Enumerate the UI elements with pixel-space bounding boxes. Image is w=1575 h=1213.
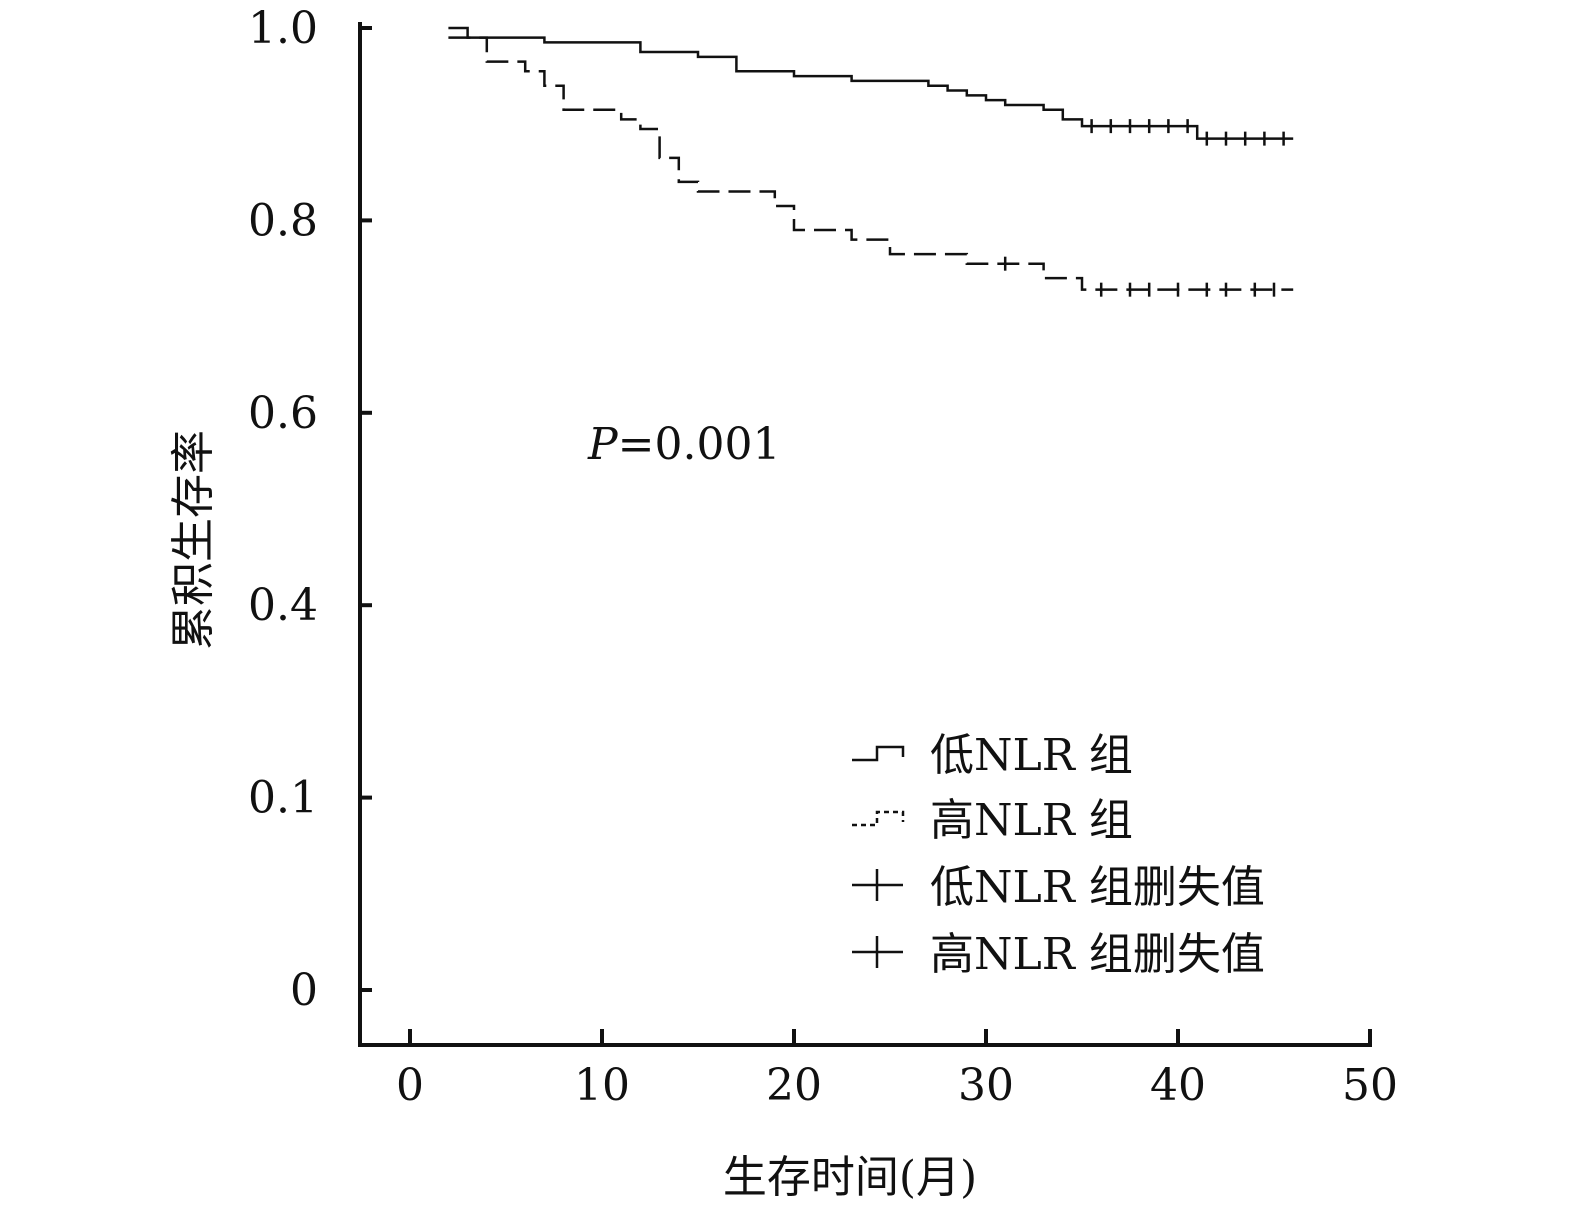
- legend-label: 低NLR 组: [930, 730, 1133, 781]
- p-value-text: =0.001: [618, 419, 781, 470]
- legend-item-high-nlr: 高NLR 组: [852, 795, 1133, 846]
- legend-symbol-plus: [852, 869, 903, 901]
- axes: [358, 22, 1372, 1047]
- y-tick-label: 0.8: [248, 195, 318, 246]
- legend-label: 高NLR 组: [930, 795, 1133, 846]
- x-axis-label: 生存时间(月): [723, 1152, 977, 1203]
- series-layer: [448, 26, 1294, 291]
- y-tick-label: 0.4: [248, 580, 318, 631]
- x-tick-label: 20: [766, 1060, 822, 1111]
- p-value-annotation: P=0.001: [587, 419, 780, 470]
- legend-symbol-plus: [852, 936, 903, 968]
- legend-item-low-nlr: 低NLR 组: [852, 730, 1133, 781]
- x-tick-label: 10: [574, 1060, 630, 1111]
- y-tick-label: 0.6: [248, 388, 318, 439]
- legend-item-low-nlr-censored: 低NLR 组删失值: [852, 862, 1265, 913]
- x-tick-label: 0: [396, 1060, 424, 1111]
- axis-ticks: 0 10 20 30 40 50 0 0.1 0.4 0.6 0.8 1.0: [248, 3, 1398, 1111]
- legend-symbol-step-dashed: [852, 810, 905, 827]
- y-tick-label: 0.1: [248, 773, 318, 824]
- x-tick-label: 40: [1150, 1060, 1206, 1111]
- p-value-symbol: P: [587, 419, 619, 470]
- x-tick-label: 30: [958, 1060, 1014, 1111]
- series-line-low-nlr: [448, 26, 1294, 140]
- y-axis-label: 累积生存率: [168, 430, 219, 650]
- legend-item-high-nlr-censored: 高NLR 组删失值: [852, 929, 1265, 980]
- y-tick-label: 0: [290, 965, 318, 1016]
- legend-label: 低NLR 组删失值: [930, 862, 1265, 913]
- censor-layer: [1003, 119, 1285, 297]
- x-tick-label: 50: [1342, 1060, 1398, 1111]
- legend-label: 高NLR 组删失值: [930, 929, 1265, 980]
- series-line-high-nlr: [448, 36, 1294, 291]
- legend: 低NLR 组 高NLR 组 低NLR 组删失值 高NLR 组删失值: [852, 730, 1265, 980]
- legend-symbol-step-solid: [852, 745, 905, 762]
- y-tick-label: 1.0: [248, 3, 318, 54]
